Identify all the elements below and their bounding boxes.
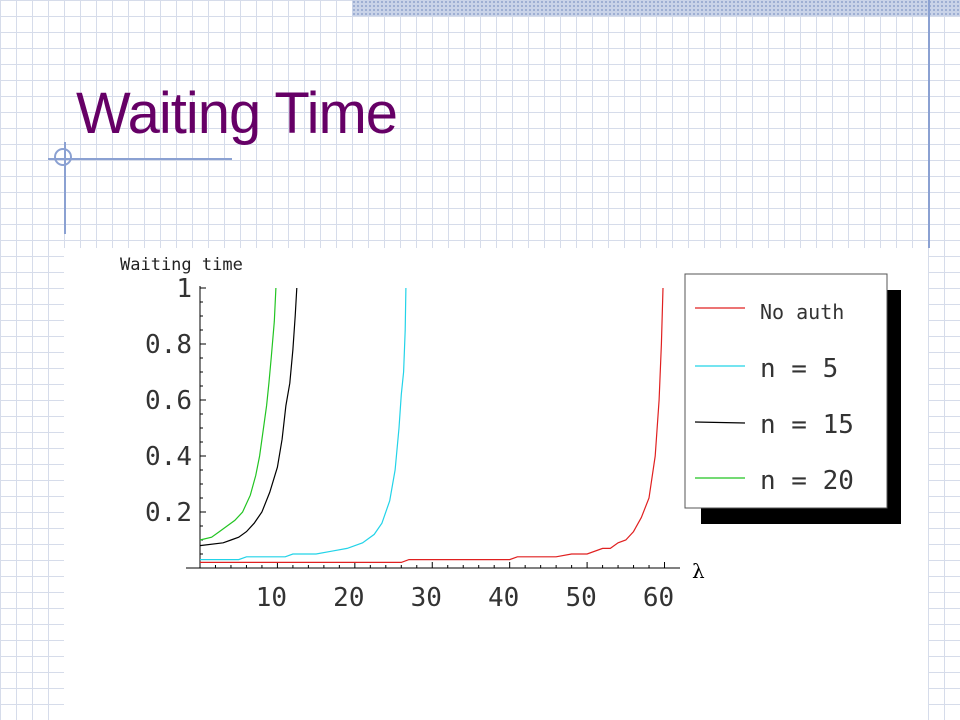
x-tick-label: 60 — [643, 583, 674, 613]
legend-label: n = 5 — [760, 354, 838, 384]
legend: No auth n = 5 n = 15 n = 20 — [684, 273, 901, 524]
series-line-n-15 — [199, 287, 298, 547]
x-tick-label: 10 — [256, 583, 287, 613]
legend-swatch — [694, 421, 746, 424]
right-accent-rule — [928, 0, 930, 248]
x-tick-label: 40 — [488, 583, 519, 613]
legend-label: n = 15 — [760, 410, 854, 440]
x-tick-label: 50 — [565, 583, 596, 613]
y-tick-label: 0.2 — [145, 498, 192, 528]
y-axis-label: Waiting time — [120, 255, 243, 275]
axes — [186, 286, 680, 569]
y-tick-label: 0.8 — [145, 330, 192, 360]
x-tick-label: 30 — [411, 583, 442, 613]
legend-label: n = 20 — [760, 466, 854, 496]
y-tick-label: 0.6 — [145, 386, 192, 416]
x-ticks: 10 20 30 40 50 60 — [256, 583, 674, 613]
corner-rule-horizontal — [48, 158, 232, 160]
x-tick-label: 20 — [333, 583, 364, 613]
y-tick-label: 1 — [176, 274, 192, 304]
series-line-n-5 — [200, 287, 407, 561]
series-line-no-auth — [200, 287, 664, 564]
legend-label: No auth — [760, 300, 844, 324]
header-band — [352, 0, 960, 16]
series-group — [199, 287, 664, 564]
y-ticks: 0.2 0.4 0.6 0.8 1 — [145, 274, 192, 528]
x-axis-label: λ — [692, 559, 705, 583]
legend-box — [684, 273, 888, 509]
corner-circle-ornament — [54, 148, 72, 166]
y-tick-label: 0.4 — [145, 442, 192, 472]
corner-rule-vertical — [64, 142, 66, 234]
series-line-n-20 — [199, 287, 277, 541]
legend-items: No auth n = 5 n = 15 n = 20 — [694, 300, 854, 496]
slide-title: Waiting Time — [76, 81, 398, 146]
